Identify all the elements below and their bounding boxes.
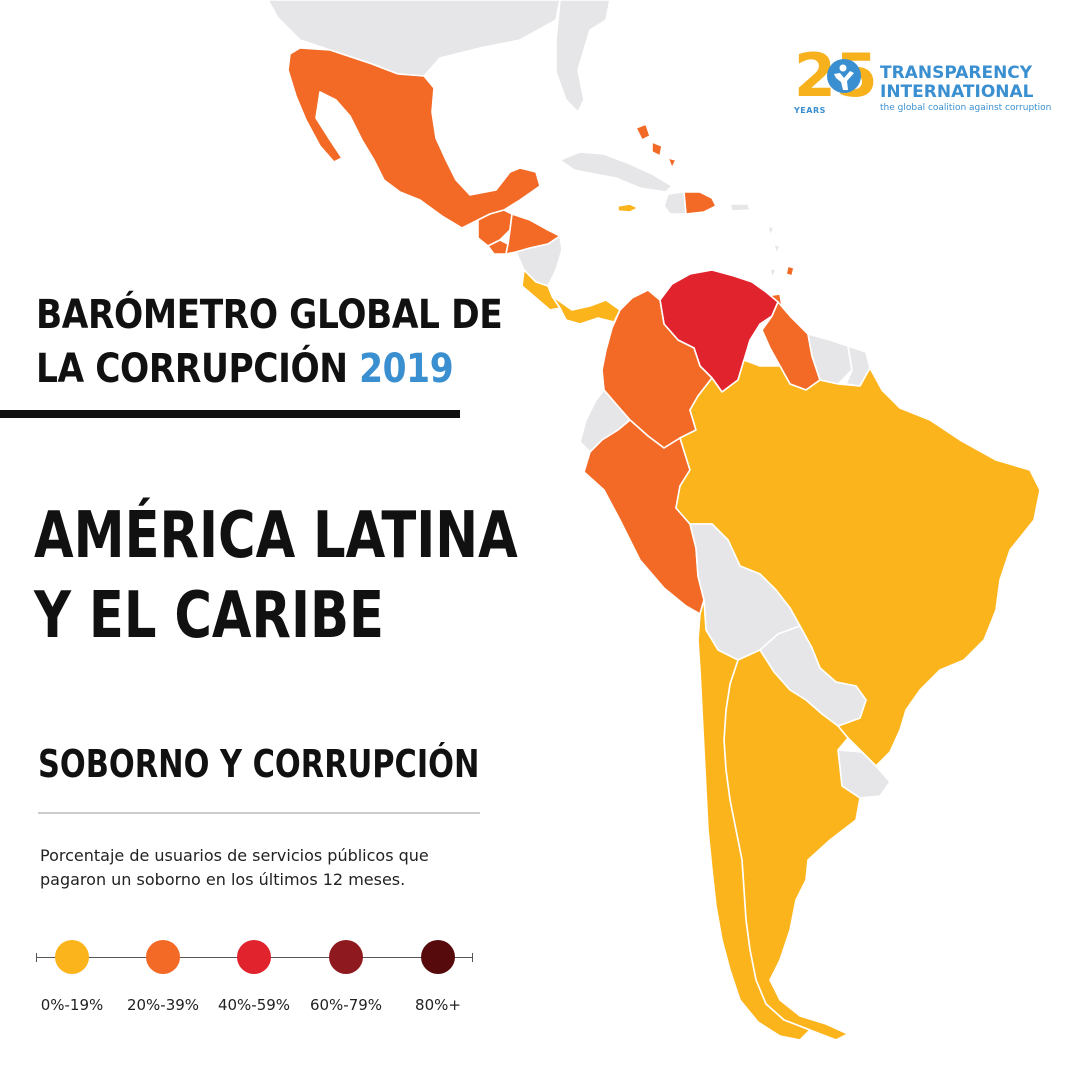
country-barbados bbox=[785, 265, 795, 277]
barometer-title: BARÓMETRO GLOBAL DE LA CORRUPCIÓN 2019 bbox=[36, 288, 503, 396]
country-dominican-republic bbox=[683, 191, 717, 215]
legend: 0%-19% 20%-39% 40%-59% 60%-79% 80%+ bbox=[36, 932, 476, 1022]
legend-tick-right bbox=[472, 953, 473, 962]
logo-name-line2: INTERNATIONAL bbox=[880, 82, 1034, 102]
transparency-international-logo: 25 YEARS TRANSPARENCY INTERNATIONAL the … bbox=[792, 40, 1052, 120]
logo-name: TRANSPARENCY INTERNATIONAL bbox=[880, 64, 1034, 102]
section-divider bbox=[38, 812, 480, 814]
country-haiti bbox=[663, 191, 687, 215]
country-panama bbox=[551, 295, 621, 325]
region-title-line1: AMÉRICA LATINA bbox=[34, 499, 518, 573]
barometer-title-line1: BARÓMETRO GLOBAL DE bbox=[36, 292, 503, 338]
legend-tick-left bbox=[36, 953, 37, 962]
country-lesser-antilles bbox=[767, 225, 781, 279]
country-jamaica bbox=[617, 203, 639, 213]
legend-swatch-40-59 bbox=[237, 940, 271, 974]
legend-label-60-79: 60%-79% bbox=[309, 996, 383, 1014]
country-usa-florida bbox=[555, 0, 611, 113]
logo-tagline: the global coalition against corruption bbox=[880, 103, 1052, 113]
barometer-title-line2: LA CORRUPCIÓN 2019 bbox=[36, 342, 502, 396]
barometer-title-line2-text: LA CORRUPCIÓN bbox=[36, 346, 360, 392]
legend-swatch-60-79 bbox=[329, 940, 363, 974]
globe-figure-icon bbox=[827, 59, 861, 93]
logo-name-line1: TRANSPARENCY bbox=[880, 63, 1033, 83]
country-suriname bbox=[807, 333, 853, 385]
legend-swatch-0-19 bbox=[55, 940, 89, 974]
country-bahamas bbox=[635, 123, 677, 169]
logo-years: YEARS bbox=[794, 106, 826, 115]
section-title: SOBORNO Y CORRUPCIÓN bbox=[38, 742, 480, 786]
country-chile bbox=[697, 599, 811, 1041]
anniversary-25-icon: 25 bbox=[794, 41, 878, 111]
legend-label-20-39: 20%-39% bbox=[126, 996, 200, 1014]
barometer-year: 2019 bbox=[359, 346, 454, 392]
country-mexico bbox=[287, 47, 541, 229]
country-puerto-rico bbox=[729, 203, 751, 212]
legend-swatch-20-39 bbox=[146, 940, 180, 974]
legend-label-40-59: 40%-59% bbox=[217, 996, 291, 1014]
country-cuba bbox=[559, 151, 673, 193]
legend-label-0-19: 0%-19% bbox=[40, 996, 104, 1014]
region-title: AMÉRICA LATINA Y EL CARIBE bbox=[34, 496, 518, 656]
title-divider bbox=[0, 410, 460, 418]
section-description: Porcentaje de usuarios de servicios públ… bbox=[40, 846, 429, 889]
region-title-line2: Y EL CARIBE bbox=[34, 579, 384, 653]
legend-label-80-plus: 80%+ bbox=[415, 996, 461, 1014]
legend-swatch-80-plus bbox=[421, 940, 455, 974]
